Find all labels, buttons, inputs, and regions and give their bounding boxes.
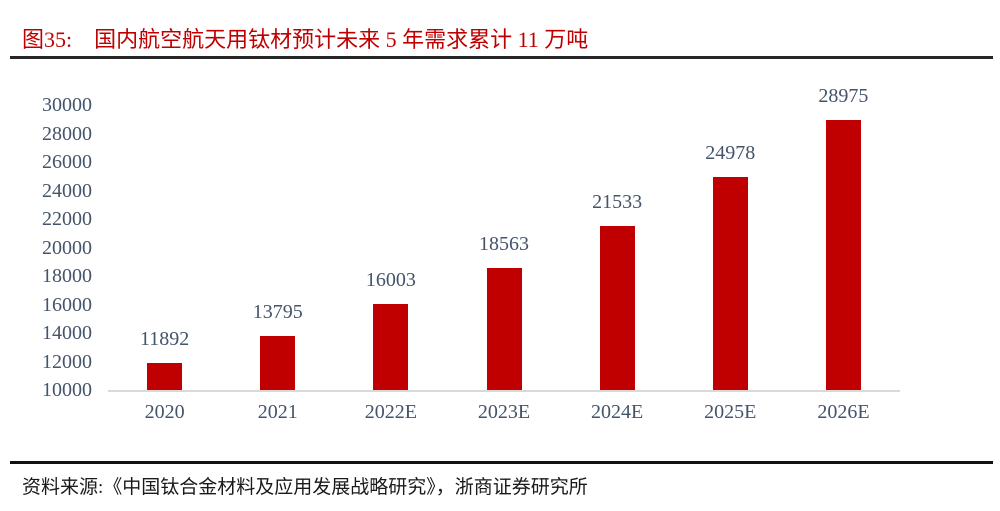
bar — [825, 120, 861, 390]
bar — [599, 226, 635, 390]
y-tick-label: 24000 — [42, 179, 92, 202]
header-rule — [10, 56, 993, 59]
figure-title: 图35: 国内航空航天用钛材预计未来 5 年需求累计 11 万吨 — [22, 22, 972, 54]
x-tick-label: 2025E — [704, 401, 757, 423]
bar — [373, 304, 409, 390]
x-tick-label: 2021 — [257, 401, 298, 423]
bar — [486, 268, 522, 390]
y-tick-label: 12000 — [42, 350, 92, 373]
bar — [712, 177, 748, 390]
x-tick-label: 2026E — [817, 401, 870, 423]
bar-value-label: 18563 — [479, 233, 529, 255]
figure-title-text: 国内航空航天用钛材预计未来 5 年需求累计 11 万吨 — [94, 27, 589, 52]
y-tick-label: 14000 — [42, 322, 92, 344]
y-tick-label: 30000 — [42, 94, 92, 116]
bar-value-label: 16003 — [365, 269, 416, 291]
bar — [147, 363, 183, 390]
source-note: 资料来源:《中国钛合金材料及应用发展战略研究》，浙商证券研究所 — [22, 477, 588, 498]
bar-value-label: 24978 — [705, 142, 756, 164]
y-tick-label: 18000 — [42, 265, 92, 287]
x-tick-label: 2022E — [364, 401, 417, 423]
figure-number: 图35: — [22, 27, 73, 52]
bar-value-label: 11892 — [139, 328, 190, 350]
y-tick-label: 28000 — [42, 122, 92, 145]
bar-value-label: 13795 — [252, 301, 303, 323]
y-tick-label: 20000 — [42, 236, 92, 259]
x-tick-label: 2020 — [144, 401, 185, 423]
y-tick-label: 22000 — [42, 208, 92, 230]
y-tick-label: 16000 — [42, 293, 92, 316]
y-tick-label: 10000 — [42, 379, 92, 401]
bar-value-label: 21533 — [592, 191, 643, 213]
bar-value-label: 28975 — [818, 85, 869, 107]
x-tick-label: 2023E — [477, 401, 531, 423]
plot-area: 11892 2020 13795 2021 16003 2022E 18563 2023E 21… — [108, 86, 900, 422]
y-tick-label: 26000 — [42, 151, 92, 173]
x-tick-label: 2024E — [591, 401, 644, 423]
bar — [260, 336, 296, 390]
footer-rule — [10, 461, 993, 464]
y-axis: 10000 12000 14000 16000 18000 20000 22000 24000… — [0, 95, 92, 400]
